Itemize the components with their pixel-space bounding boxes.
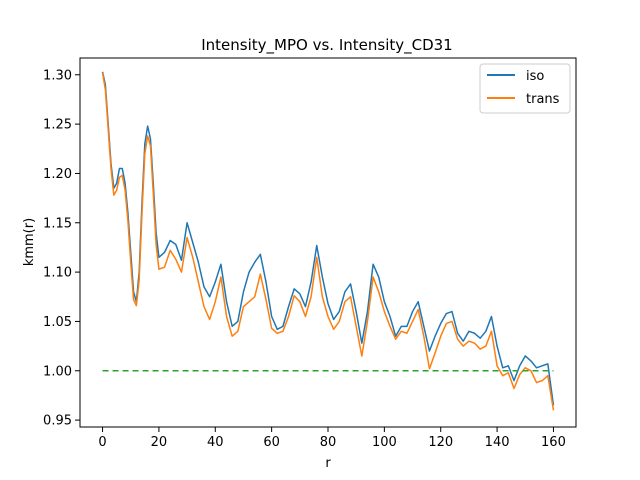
y-tick-label: 1.00 (43, 364, 72, 379)
series-line-trans (101, 72, 555, 411)
x-tick-label: 80 (320, 435, 337, 450)
x-tick-label: 60 (263, 435, 280, 450)
x-axis: 0 20 40 60 80 100 120 140 160 (98, 427, 566, 450)
legend-label-iso: iso (526, 69, 544, 84)
x-tick-label: 40 (207, 435, 224, 450)
y-tick-label: 1.05 (43, 315, 72, 330)
y-tick-label: 1.10 (43, 266, 72, 281)
y-tick-label: 1.20 (43, 167, 72, 182)
legend: iso trans (479, 63, 571, 114)
y-tick-label: 1.25 (43, 118, 72, 133)
y-axis-label: kmm(r) (22, 218, 37, 266)
series-layer (101, 71, 555, 411)
x-tick-label: 20 (151, 435, 168, 450)
legend-box (479, 63, 571, 114)
series-line-iso (101, 71, 555, 406)
y-tick-label: 1.15 (43, 216, 72, 231)
x-axis-label: r (325, 456, 331, 471)
y-tick-label: 1.30 (43, 68, 72, 83)
x-tick-label: 120 (428, 435, 453, 450)
y-axis: 0.95 1.00 1.05 1.10 1.15 1.20 1.25 1.30 (43, 68, 80, 429)
x-tick-label: 0 (98, 435, 106, 450)
x-tick-label: 140 (485, 435, 510, 450)
y-tick-label: 0.95 (43, 414, 72, 429)
chart-title: Intensity_MPO vs. Intensity_CD31 (201, 36, 452, 55)
legend-label-trans: trans (526, 92, 560, 107)
x-tick-label: 100 (372, 435, 397, 450)
x-tick-label: 160 (541, 435, 566, 450)
